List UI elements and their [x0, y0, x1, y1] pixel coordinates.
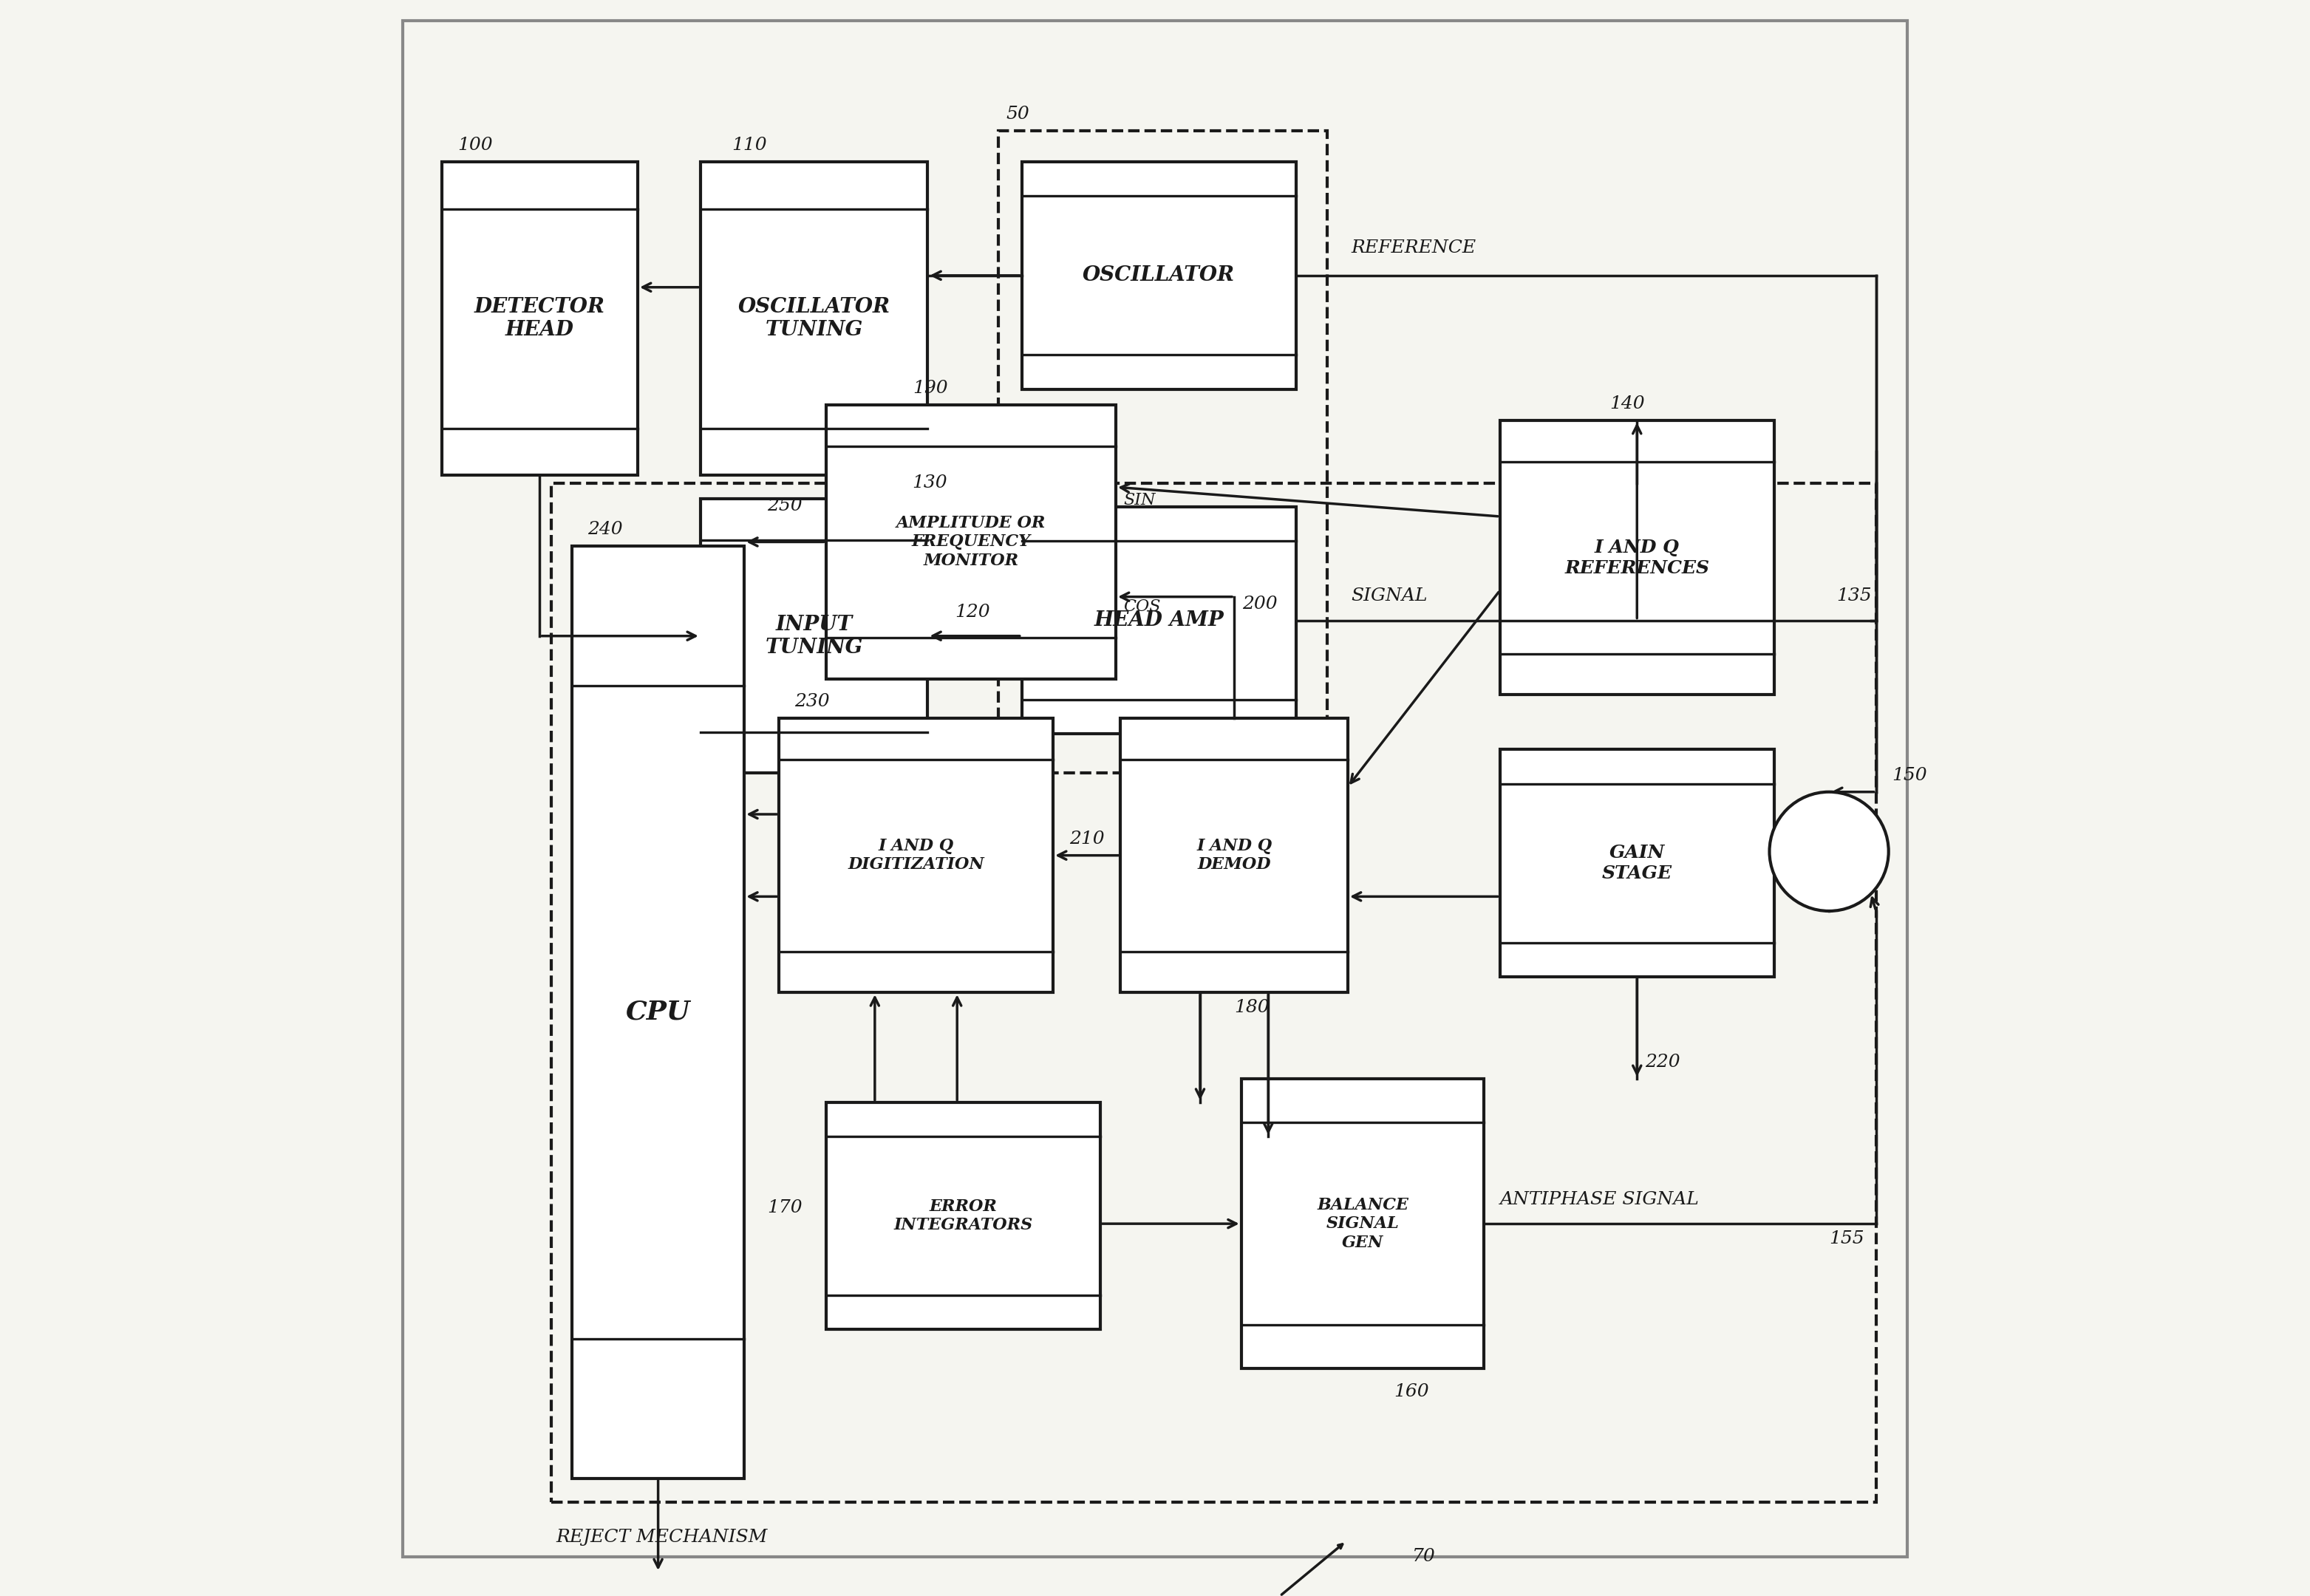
Text: 70: 70	[1411, 1548, 1437, 1564]
Text: 110: 110	[732, 137, 767, 155]
Text: DETECTOR
HEAD: DETECTOR HEAD	[474, 297, 605, 340]
Text: 220: 220	[1645, 1053, 1679, 1071]
FancyBboxPatch shape	[778, 718, 1053, 993]
Text: COS: COS	[1123, 598, 1162, 614]
Text: CPU: CPU	[626, 999, 691, 1025]
Text: OSCILLATOR
TUNING: OSCILLATOR TUNING	[737, 297, 889, 340]
Text: INPUT
TUNING: INPUT TUNING	[765, 614, 864, 658]
FancyBboxPatch shape	[1240, 1079, 1483, 1369]
Text: HEAD AMP: HEAD AMP	[1095, 610, 1224, 630]
Text: 150: 150	[1892, 768, 1927, 784]
Text: SIGNAL: SIGNAL	[1351, 587, 1428, 605]
FancyBboxPatch shape	[1021, 161, 1296, 389]
FancyBboxPatch shape	[1021, 506, 1296, 734]
Text: GAIN
STAGE: GAIN STAGE	[1601, 844, 1672, 883]
Text: 135: 135	[1836, 587, 1871, 605]
FancyBboxPatch shape	[827, 405, 1116, 678]
FancyBboxPatch shape	[573, 546, 744, 1478]
Text: 155: 155	[1830, 1231, 1864, 1246]
Text: 100: 100	[457, 137, 492, 155]
FancyBboxPatch shape	[827, 1103, 1100, 1329]
Text: −: −	[1820, 870, 1839, 892]
Text: OSCILLATOR: OSCILLATOR	[1083, 265, 1236, 286]
Text: REJECT MECHANISM: REJECT MECHANISM	[557, 1529, 767, 1545]
FancyBboxPatch shape	[700, 500, 929, 772]
Text: I AND Q
DEMOD: I AND Q DEMOD	[1197, 838, 1273, 873]
Text: 130: 130	[912, 474, 947, 492]
FancyBboxPatch shape	[441, 161, 638, 476]
FancyBboxPatch shape	[1120, 718, 1347, 993]
Text: 120: 120	[956, 603, 991, 621]
Text: ANTIPHASE SIGNAL: ANTIPHASE SIGNAL	[1499, 1191, 1700, 1208]
Text: 50: 50	[1007, 105, 1030, 123]
Text: +: +	[1820, 811, 1839, 833]
Text: AMPLITUDE OR
FREQUENCY
MONITOR: AMPLITUDE OR FREQUENCY MONITOR	[896, 516, 1046, 568]
FancyBboxPatch shape	[1499, 420, 1774, 694]
FancyBboxPatch shape	[700, 161, 929, 476]
Text: I AND Q
DIGITIZATION: I AND Q DIGITIZATION	[848, 838, 984, 873]
Text: 170: 170	[767, 1199, 802, 1216]
Text: SIN: SIN	[1123, 493, 1155, 509]
Text: 250: 250	[767, 498, 802, 514]
Text: 190: 190	[912, 380, 947, 397]
Text: 210: 210	[1070, 830, 1104, 847]
Text: 230: 230	[795, 693, 829, 710]
Text: 160: 160	[1393, 1384, 1430, 1400]
Text: BALANCE
SIGNAL
GEN: BALANCE SIGNAL GEN	[1317, 1197, 1409, 1251]
Circle shape	[1769, 792, 1890, 911]
FancyBboxPatch shape	[1499, 750, 1774, 977]
Text: 200: 200	[1243, 595, 1277, 613]
Text: I AND Q
REFERENCES: I AND Q REFERENCES	[1564, 538, 1709, 576]
Text: ERROR
INTEGRATORS: ERROR INTEGRATORS	[894, 1199, 1033, 1234]
Text: 240: 240	[587, 520, 624, 538]
Text: 140: 140	[1610, 396, 1645, 413]
Text: 180: 180	[1234, 999, 1270, 1017]
Text: REFERENCE: REFERENCE	[1351, 239, 1476, 257]
